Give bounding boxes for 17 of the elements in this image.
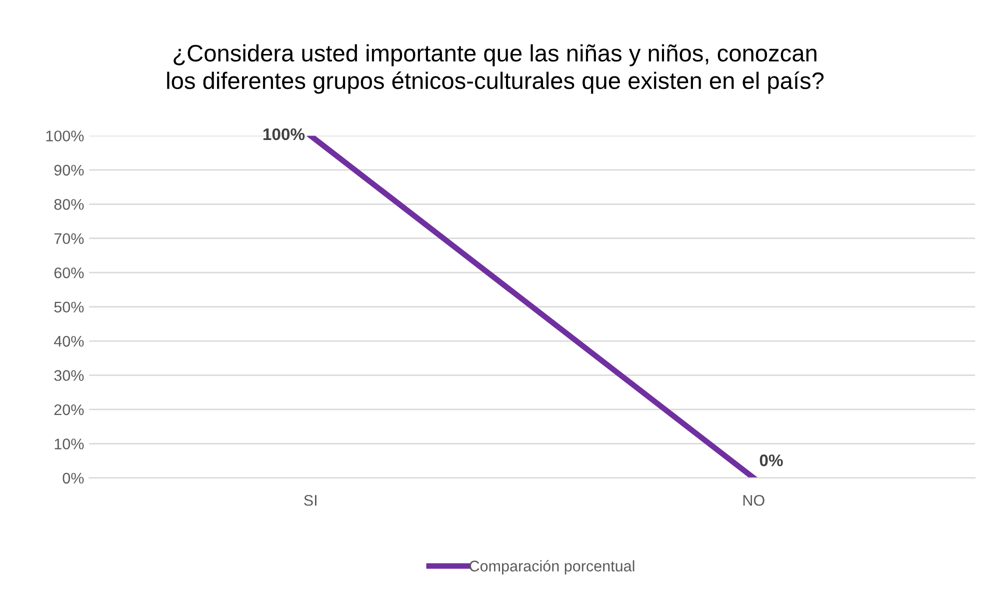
y-tick-label: 10% xyxy=(54,438,84,450)
chart-title: ¿Considera usted importante que las niñas y niños, conozcan los diferentes grupos étnicos-culturales que existen en el país? xyxy=(167,44,824,94)
y-tick-label: 100% xyxy=(46,130,84,142)
data-label: 0% xyxy=(760,454,783,466)
y-tick-label: 40% xyxy=(54,336,84,347)
y-tick-label: 80% xyxy=(54,199,84,210)
y-tick-label: 20% xyxy=(54,404,84,416)
y-tick-label: 0% xyxy=(62,472,84,484)
y-tick-label: 70% xyxy=(54,233,84,244)
y-tick-label: 30% xyxy=(54,370,84,381)
x-tick-label: SI xyxy=(304,494,316,506)
y-tick-label: 50% xyxy=(54,302,84,312)
x-tick-label: NO xyxy=(743,494,764,506)
data-label: 100% xyxy=(263,128,305,140)
legend-label: Comparación porcentual xyxy=(470,560,634,575)
y-tick-label: 60% xyxy=(54,267,84,278)
y-tick-label: 90% xyxy=(54,164,84,176)
